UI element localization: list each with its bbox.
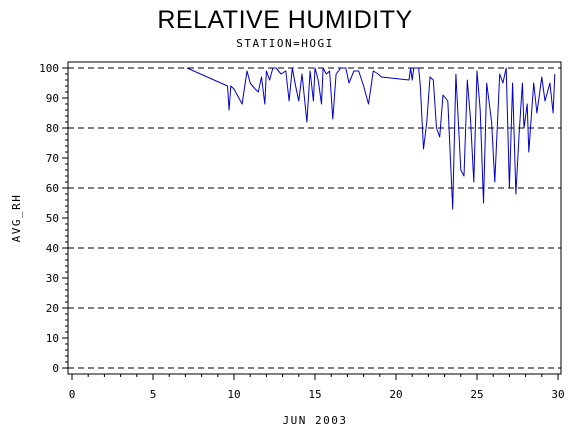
x-tick-label: 25 — [470, 388, 483, 401]
y-tick-label: 100 — [39, 62, 59, 75]
y-tick-label: 40 — [46, 242, 59, 255]
chart-subtitle: STATION=HOGI — [236, 37, 334, 50]
x-tick-label: 20 — [389, 388, 402, 401]
y-tick-label: 80 — [46, 122, 59, 135]
plot-frame — [67, 61, 562, 375]
x-axis-title: JUN 2003 — [283, 414, 348, 427]
y-axis-title: AVG_RH — [10, 194, 23, 243]
y-tick-label: 20 — [46, 302, 59, 315]
series-layer — [186, 67, 556, 210]
y-tick-label: 70 — [46, 152, 59, 165]
x-tick-label: 30 — [551, 388, 564, 401]
y-tick-label: 30 — [46, 272, 59, 285]
y-tick-label: 60 — [46, 182, 59, 195]
chart-title: RELATIVE HUMIDITY — [157, 6, 413, 34]
series-line-0 — [186, 67, 556, 210]
y-tick-label: 0 — [52, 362, 59, 375]
x-tick-label: 5 — [150, 388, 157, 401]
x-tick-label: 0 — [69, 388, 76, 401]
x-axis: 0 5 10 15 20 25 30 — [69, 374, 565, 401]
y-tick-label: 50 — [46, 212, 59, 225]
y-tick-label: 10 — [46, 332, 59, 345]
y-tick-label: 90 — [46, 92, 59, 105]
x-tick-label: 10 — [227, 388, 240, 401]
x-tick-label: 15 — [308, 388, 321, 401]
grid-lines — [68, 67, 561, 369]
y-axis: 0 10 20 30 40 50 60 70 80 90 100 — [39, 62, 68, 375]
